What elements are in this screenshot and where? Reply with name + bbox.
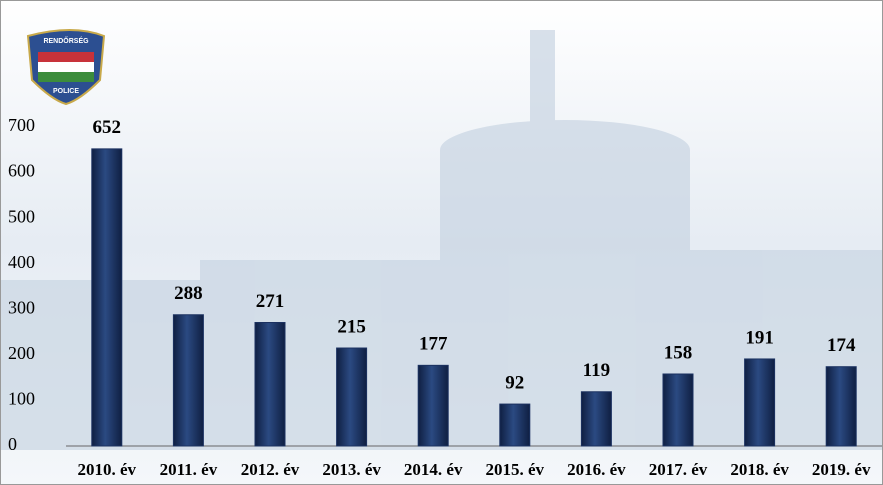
y-tick-label: 700 xyxy=(8,115,35,135)
value-label: 177 xyxy=(419,334,448,355)
bar xyxy=(662,373,694,447)
x-tick-label: 2019. év xyxy=(812,460,871,479)
bar xyxy=(172,314,204,447)
bar xyxy=(744,358,776,447)
value-label: 288 xyxy=(174,283,203,304)
value-label: 215 xyxy=(337,316,366,337)
x-tick-label: 2015. év xyxy=(486,460,545,479)
value-label: 158 xyxy=(664,342,693,363)
value-label: 191 xyxy=(745,327,774,348)
y-tick-label: 300 xyxy=(8,297,35,317)
bar xyxy=(499,403,531,447)
value-label: 271 xyxy=(256,291,285,312)
logo-text: POLICE xyxy=(53,88,79,95)
x-tick-label: 2012. év xyxy=(241,460,300,479)
x-tick-label: 2013. év xyxy=(322,460,381,479)
y-tick-label: 400 xyxy=(8,252,35,272)
x-tick-label: 2017. év xyxy=(649,460,708,479)
y-tick-label: 200 xyxy=(8,343,35,363)
value-label: 119 xyxy=(583,360,610,381)
y-tick-label: 500 xyxy=(8,206,35,226)
bar xyxy=(580,391,612,447)
x-tick-label: 2011. év xyxy=(160,460,218,479)
x-tick-label: 2014. év xyxy=(404,460,463,479)
building-silhouette xyxy=(0,30,883,450)
value-label: 92 xyxy=(505,372,524,393)
bar xyxy=(417,364,449,447)
value-label: 174 xyxy=(827,335,856,356)
y-tick-label: 600 xyxy=(8,161,35,181)
x-tick-label: 2018. év xyxy=(730,460,789,479)
x-tick-label: 2010. év xyxy=(78,460,137,479)
bar xyxy=(91,148,123,447)
value-label: 652 xyxy=(93,117,122,138)
y-tick-label: 0 xyxy=(8,434,17,454)
y-tick-label: 100 xyxy=(8,389,35,409)
bar xyxy=(825,366,857,447)
logo-text: RENDŐRSÉG xyxy=(43,36,89,45)
logo: RENDŐRSÉG POLICE xyxy=(26,29,106,106)
x-tick-label: 2016. év xyxy=(567,460,626,479)
bar xyxy=(254,322,286,447)
bar xyxy=(336,347,368,447)
